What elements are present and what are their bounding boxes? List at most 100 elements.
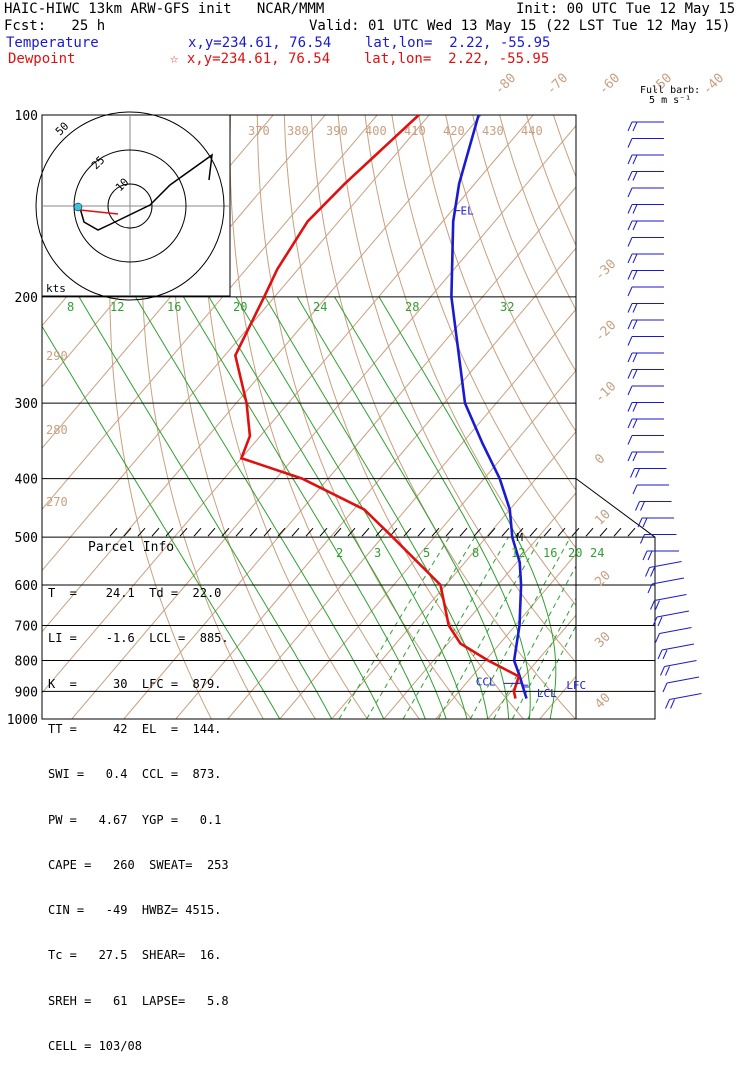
wind-barb bbox=[628, 386, 664, 395]
barb-flag bbox=[663, 650, 667, 659]
isotherm bbox=[633, 56, 740, 731]
pressure-tick-label: 200 bbox=[15, 291, 38, 306]
hatch-mark bbox=[208, 528, 215, 536]
moist-adiabat-label: 20 bbox=[233, 300, 247, 314]
barb-flag bbox=[658, 650, 662, 659]
hatch-mark bbox=[194, 528, 201, 536]
parcel-row: TT = 42 EL = 144. bbox=[48, 722, 229, 737]
isotherm-label: 40 bbox=[592, 690, 614, 712]
hatch-mark bbox=[628, 528, 635, 536]
hatch-mark bbox=[292, 528, 299, 536]
isotherm-label: 10 bbox=[592, 507, 614, 529]
theta-label: 420 bbox=[443, 124, 465, 138]
barb-flag bbox=[628, 287, 632, 296]
dry-adiabat bbox=[362, 87, 692, 731]
pressure-tick-label: 500 bbox=[15, 531, 38, 546]
wind-barb bbox=[628, 205, 664, 214]
dry-adiabat bbox=[388, 87, 740, 731]
wind-barb bbox=[633, 485, 669, 494]
wind-barb bbox=[628, 337, 664, 346]
wind-barb bbox=[628, 436, 664, 445]
moist-adiabat bbox=[297, 297, 508, 719]
moist-adiabat bbox=[379, 297, 556, 719]
wind-barb bbox=[631, 469, 667, 478]
barb-flag bbox=[633, 205, 637, 214]
barb-staff bbox=[657, 611, 689, 617]
barb-flag bbox=[628, 353, 632, 362]
dry-adiabat bbox=[257, 87, 481, 731]
hatch-mark bbox=[152, 528, 159, 536]
isotherm-label: -20 bbox=[592, 318, 619, 345]
level-annotation-lcl: LCL bbox=[537, 687, 557, 700]
barb-flag bbox=[651, 601, 655, 610]
pressure-tick-label: 100 bbox=[15, 109, 38, 124]
barb-flag bbox=[628, 452, 632, 461]
moist-adiabat-label: 24 bbox=[313, 300, 327, 314]
dewpoint-legend: Dewpoint bbox=[8, 51, 75, 67]
parcel-row: Tc = 27.5 SHEAR= 16. bbox=[48, 948, 229, 963]
barb-flag bbox=[641, 535, 645, 544]
barb-flag bbox=[633, 254, 637, 263]
temperature-location: x,y=234.61, 76.54 lat,lon= 2.22, -55.95 bbox=[188, 35, 550, 51]
barb-staff bbox=[650, 562, 682, 568]
barb-staff bbox=[655, 595, 687, 601]
wind-barb bbox=[641, 535, 677, 544]
wind-barb bbox=[628, 304, 664, 313]
barb-staff bbox=[670, 694, 702, 700]
wind-barb bbox=[643, 551, 679, 560]
barb-flag bbox=[633, 271, 637, 280]
dry-adiabat bbox=[597, 87, 740, 731]
barb-flag bbox=[651, 568, 655, 577]
barb-flag bbox=[643, 518, 647, 527]
hatch-mark bbox=[614, 528, 621, 536]
pressure-tick-label: 300 bbox=[15, 397, 38, 412]
barb-flag bbox=[671, 700, 675, 709]
barb-flag bbox=[628, 386, 632, 395]
theta-label: 280 bbox=[46, 423, 68, 437]
barb-flag bbox=[633, 155, 637, 164]
dry-adiabat bbox=[545, 87, 740, 731]
wind-barb bbox=[628, 188, 664, 197]
barb-flag bbox=[628, 271, 632, 280]
barb-flag bbox=[643, 551, 647, 560]
barb-flag bbox=[636, 502, 640, 511]
mixing-ratio-label: 8 bbox=[472, 546, 479, 560]
hatch-mark bbox=[600, 528, 607, 536]
hatch-mark bbox=[250, 528, 257, 536]
level-annotation-ccl: CCL bbox=[476, 675, 496, 688]
wind-barb bbox=[663, 677, 699, 692]
theta-label: 430 bbox=[482, 124, 504, 138]
barb-flag bbox=[633, 452, 637, 461]
wind-barb bbox=[651, 595, 687, 610]
theta-label: 380 bbox=[287, 124, 309, 138]
level-annotation-el: EL bbox=[460, 205, 474, 218]
wind-barb bbox=[628, 122, 664, 131]
barb-flag bbox=[633, 221, 637, 230]
barb-flag bbox=[633, 485, 637, 494]
level-annotation-lfc: LFC bbox=[566, 679, 586, 692]
barb-staff bbox=[665, 661, 697, 667]
moist-adiabat-label: 12 bbox=[110, 300, 124, 314]
barb-flag bbox=[633, 419, 637, 428]
dry-adiabat bbox=[493, 87, 740, 731]
barb-flag bbox=[628, 419, 632, 428]
pressure-tick-label: 800 bbox=[15, 654, 38, 669]
dry-adiabat bbox=[728, 87, 740, 731]
isotherm bbox=[425, 56, 740, 731]
barb-flag bbox=[628, 155, 632, 164]
wind-barb bbox=[638, 518, 674, 527]
wind-barb bbox=[628, 419, 664, 428]
pressure-tick-label: 1000 bbox=[7, 713, 38, 728]
pressure-tick-label: 400 bbox=[15, 473, 38, 488]
barb-flag bbox=[641, 502, 645, 511]
wind-barb bbox=[628, 254, 664, 263]
parcel-row: PW = 4.67 YGP = 0.1 bbox=[48, 813, 229, 828]
hatch-mark bbox=[418, 528, 425, 536]
wind-barb bbox=[628, 353, 664, 362]
wind-barb bbox=[653, 611, 689, 626]
theta-label: 290 bbox=[46, 349, 68, 363]
mixing-ratio-label: 2 bbox=[336, 546, 343, 560]
barb-staff bbox=[667, 677, 699, 683]
wind-barb bbox=[656, 628, 692, 643]
theta-label: 370 bbox=[248, 124, 270, 138]
